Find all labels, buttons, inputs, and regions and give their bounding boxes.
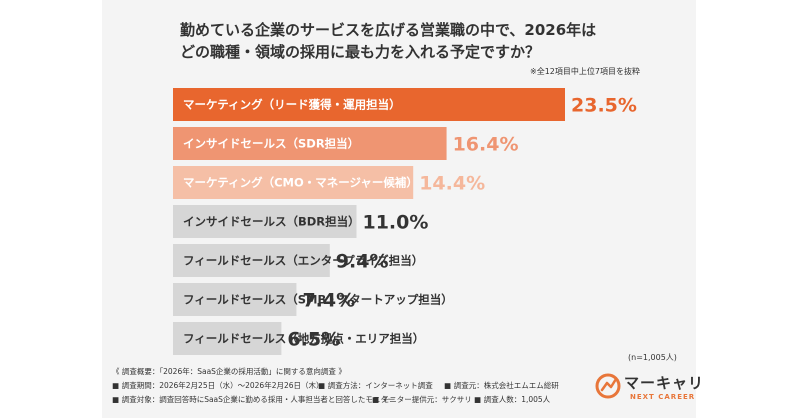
bar-label-2: インサイドセールス（SDR担当）: [183, 137, 359, 151]
bar-7: [173, 322, 282, 355]
bar-value-1: 23.5%: [571, 95, 637, 117]
bar-5: [173, 244, 330, 277]
chart-title-line1: 勤めている企業のサービスを広げる営業職の中で、2026年は: [180, 21, 597, 39]
footer-method: ■ 調査方法：インターネット調査: [318, 381, 433, 390]
bar-6: [173, 283, 297, 316]
sample-size: (n=1,005人): [628, 353, 677, 362]
bar-value-2: 16.4%: [453, 134, 519, 156]
bar-1: [173, 88, 565, 121]
footer-period: ■ 調査期間：2026年2月25日（水）〜2026年2月26日（木）: [112, 381, 324, 390]
bar-label-3: マーケティング（CMO・マネージャー候補）: [183, 176, 418, 190]
logo-text: マーキャリ: [624, 374, 705, 392]
bar-value-4: 11.0%: [362, 212, 428, 234]
bar-2: [173, 127, 447, 160]
bar-3: [173, 166, 414, 199]
bar-value-5: 9.4%: [336, 251, 389, 273]
logo-subtext: NEXT CAREER: [630, 393, 696, 401]
chart-title-line2: どの職種・領域の採用に最も力を入れる予定ですか？: [180, 43, 541, 61]
bar-value-7: 6.5%: [287, 329, 340, 351]
bar-label-6: フィールドセールス（SMB・スタートアップ担当）: [183, 293, 453, 307]
bar-value-3: 14.4%: [419, 173, 485, 195]
footer-source: ■ 調査元：株式会社エムエム総研: [444, 381, 559, 390]
footer-count: ■ 調査人数：1,005人: [474, 395, 551, 404]
bar-label-7: フィールドセールス（地方拠点・エリア担当）: [183, 332, 424, 346]
bar-value-6: 7.4%: [302, 290, 355, 312]
bar-label-4: インサイドセールス（BDR担当）: [183, 215, 360, 229]
bar-label-5: フィールドセールス（エンタープライズ担当）: [183, 254, 423, 268]
footer-target: ■ 調査対象：調査回答時にSaaS企業に勤める採用・人事担当者と回答したモニター: [112, 395, 396, 404]
bar-4: [173, 205, 357, 238]
footer-provider: ■ モニター提供元：サクサリ: [372, 395, 472, 404]
logo-mark-icon: [595, 373, 621, 399]
chart-note: ※全12項目中上位7項目を抜粋: [530, 67, 640, 76]
bar-label-1: マーケティング（リード獲得・運用担当）: [183, 98, 401, 112]
footer-heading: 《 調査概要：「2026年：SaaS企業の採用活動」に関する意向調査 》: [112, 367, 346, 376]
